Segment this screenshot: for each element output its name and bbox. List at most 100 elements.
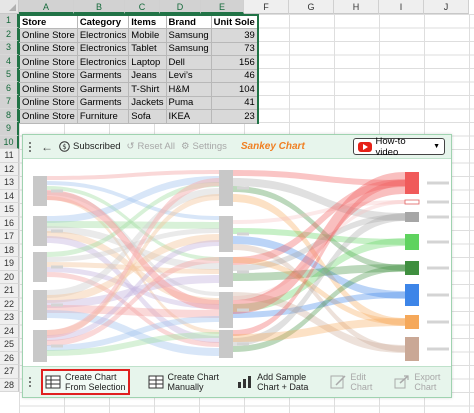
table-cell[interactable]: Items [128, 14, 167, 29]
table-cell[interactable]: Store [19, 14, 78, 29]
table-cell[interactable]: 23 [211, 109, 259, 124]
sankey-link [47, 191, 219, 296]
table-cell[interactable]: Electronics [77, 55, 130, 70]
table-cell[interactable]: Jeans [128, 69, 167, 83]
table-cell[interactable]: 73 [211, 42, 259, 56]
row-header[interactable]: 25 [0, 338, 19, 352]
sankey-chart[interactable] [23, 160, 453, 368]
create-chart-manually-button[interactable]: Create Chart Manually [148, 372, 219, 392]
table-cell[interactable]: Online Store [19, 42, 78, 56]
row-header[interactable]: 5 [0, 68, 19, 82]
table-cell[interactable]: H&M [166, 82, 212, 97]
table-cell[interactable]: Furniture [77, 109, 130, 124]
column-header[interactable]: D [160, 0, 201, 14]
table-cell[interactable]: Mobile [128, 28, 167, 43]
table-cell[interactable]: Puma [166, 96, 212, 110]
column-header[interactable]: A [19, 0, 74, 14]
edit-chart-button[interactable]: Edit Chart [330, 372, 372, 392]
row-header[interactable]: 13 [0, 176, 19, 190]
row-header[interactable]: 23 [0, 311, 19, 325]
table-cell[interactable]: Dell [166, 55, 212, 70]
table-cell[interactable]: Online Store [19, 28, 78, 43]
row-header[interactable]: 3 [0, 41, 19, 55]
table-cell[interactable]: Garments [77, 82, 130, 97]
column-header[interactable]: C [125, 0, 160, 14]
column-header[interactable]: F [244, 0, 289, 14]
row-header[interactable]: 7 [0, 95, 19, 109]
create-manually-line2: Manually [167, 382, 204, 392]
table-cell[interactable]: Samsung [166, 28, 212, 43]
table-cell[interactable]: Unit Sole [211, 14, 259, 29]
table-cell[interactable]: Samsung [166, 42, 212, 56]
howto-video-dropdown[interactable]: How-to video ▼ [353, 136, 445, 158]
settings-button[interactable]: ⚙ Settings [181, 141, 227, 152]
row-header[interactable]: 14 [0, 189, 19, 203]
table-cell[interactable]: Sofa [128, 109, 167, 124]
add-sample-chart-button[interactable]: Add Sample Chart + Data [237, 372, 308, 392]
column-header[interactable]: G [289, 0, 334, 14]
row-header[interactable]: 26 [0, 351, 19, 365]
data-table[interactable]: Store Category Items Brand Unit Sole Online S… [19, 14, 259, 124]
table-cell[interactable]: Laptop [128, 55, 167, 70]
table-cell[interactable]: T-Shirt [128, 82, 167, 97]
table-cell[interactable]: Tablet [128, 42, 167, 56]
table-cell[interactable]: Online Store [19, 82, 78, 97]
drag-handle-icon[interactable] [23, 377, 37, 387]
table-cell[interactable]: Online Store [19, 69, 78, 83]
table-cell[interactable]: Category [77, 14, 130, 29]
row-header[interactable]: 12 [0, 162, 19, 176]
table-cell[interactable]: Levi’s [166, 69, 212, 83]
column-header[interactable]: J [424, 0, 469, 14]
row-header[interactable]: 8 [0, 108, 19, 122]
table-cell[interactable]: Garments [77, 69, 130, 83]
row-header[interactable]: 17 [0, 230, 19, 244]
sankey-link [47, 275, 219, 308]
table-cell[interactable]: Garments [77, 96, 130, 110]
drag-handle-icon[interactable] [23, 141, 37, 152]
row-header[interactable]: 27 [0, 365, 19, 379]
column-header[interactable]: E [201, 0, 244, 14]
table-cell[interactable]: 104 [211, 82, 259, 97]
table-cell[interactable]: 39 [211, 28, 259, 43]
table-cell[interactable]: Online Store [19, 109, 78, 124]
node-label-placeholder [51, 303, 63, 307]
table-cell[interactable]: Electronics [77, 28, 130, 43]
table-cell[interactable]: 46 [211, 69, 259, 83]
row-header[interactable]: 16 [0, 216, 19, 230]
export-chart-button[interactable]: Export Chart [394, 372, 440, 392]
table-cell[interactable]: Online Store [19, 96, 78, 110]
row-header[interactable]: 9 [0, 122, 19, 136]
row-header[interactable]: 24 [0, 324, 19, 338]
row-header[interactable]: 19 [0, 257, 19, 271]
row-header[interactable]: 4 [0, 54, 19, 68]
table-cell[interactable]: Jackets [128, 96, 167, 110]
table-cell[interactable]: Electronics [77, 42, 130, 56]
sankey-link [233, 178, 405, 221]
back-arrow-icon[interactable]: ← [41, 139, 53, 154]
row-header[interactable]: 10 [0, 135, 19, 149]
table-cell[interactable]: 41 [211, 96, 259, 110]
row-header[interactable]: 28 [0, 378, 19, 392]
table-cell[interactable]: Online Store [19, 55, 78, 70]
reset-all-button[interactable]: ↺ Reset All [127, 141, 175, 152]
row-header[interactable]: 21 [0, 284, 19, 298]
column-header[interactable]: H [334, 0, 379, 14]
node-label-placeholder [427, 200, 449, 204]
column-header[interactable]: B [74, 0, 125, 14]
table-cell[interactable]: IKEA [166, 109, 212, 124]
row-headers: 1 2 3 4 5 6 7 8 9 10 11 12 13 14 15 16 17 18 19 20 21 22 23 24 2… [0, 14, 19, 392]
row-header[interactable]: 15 [0, 203, 19, 217]
row-header[interactable]: 11 [0, 149, 19, 163]
row-header[interactable]: 2 [0, 27, 19, 41]
table-cell[interactable]: 156 [211, 55, 259, 70]
row-header[interactable]: 20 [0, 270, 19, 284]
table-cell[interactable]: Brand [166, 14, 212, 29]
row-header[interactable]: 1 [0, 14, 19, 28]
create-chart-from-selection-button[interactable]: Create Chart From Selection [41, 369, 130, 395]
row-header[interactable]: 22 [0, 297, 19, 311]
column-header[interactable]: I [379, 0, 424, 14]
row-header[interactable]: 6 [0, 81, 19, 95]
subscribed-button[interactable]: $ Subscribed [59, 141, 121, 152]
row-header[interactable]: 18 [0, 243, 19, 257]
select-all-corner[interactable] [0, 0, 19, 14]
